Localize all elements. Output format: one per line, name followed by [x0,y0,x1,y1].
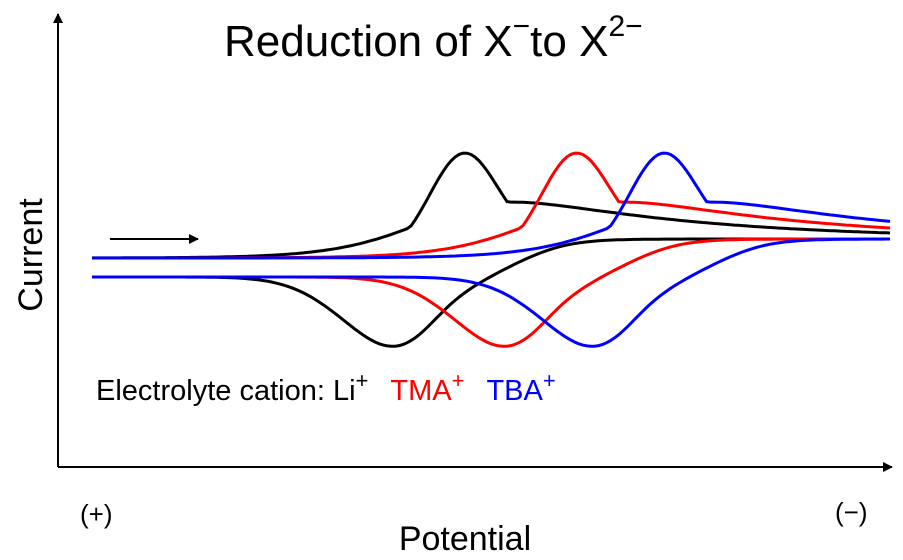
chart-title: Reduction of X−to X2− [224,10,643,66]
curve-tba-forward [92,237,890,348]
x-edge-label-negative: (−) [835,497,868,527]
legend-entry-tba: TBA [486,375,543,407]
voltammogram-curves [92,151,891,348]
legend-prefix: Electrolyte cation: [96,375,333,407]
x-axis-label: Potential [399,520,531,558]
x-edge-label-positive: (+) [80,499,113,529]
y-axis-label: Current [12,198,50,312]
legend: Electrolyte cation: Li+ TMA+ TBA+ [96,368,556,407]
curve-tba-reverse [92,151,891,260]
legend-entry-li: Li [333,375,356,407]
legend-entry-tma: TMA [390,375,452,407]
